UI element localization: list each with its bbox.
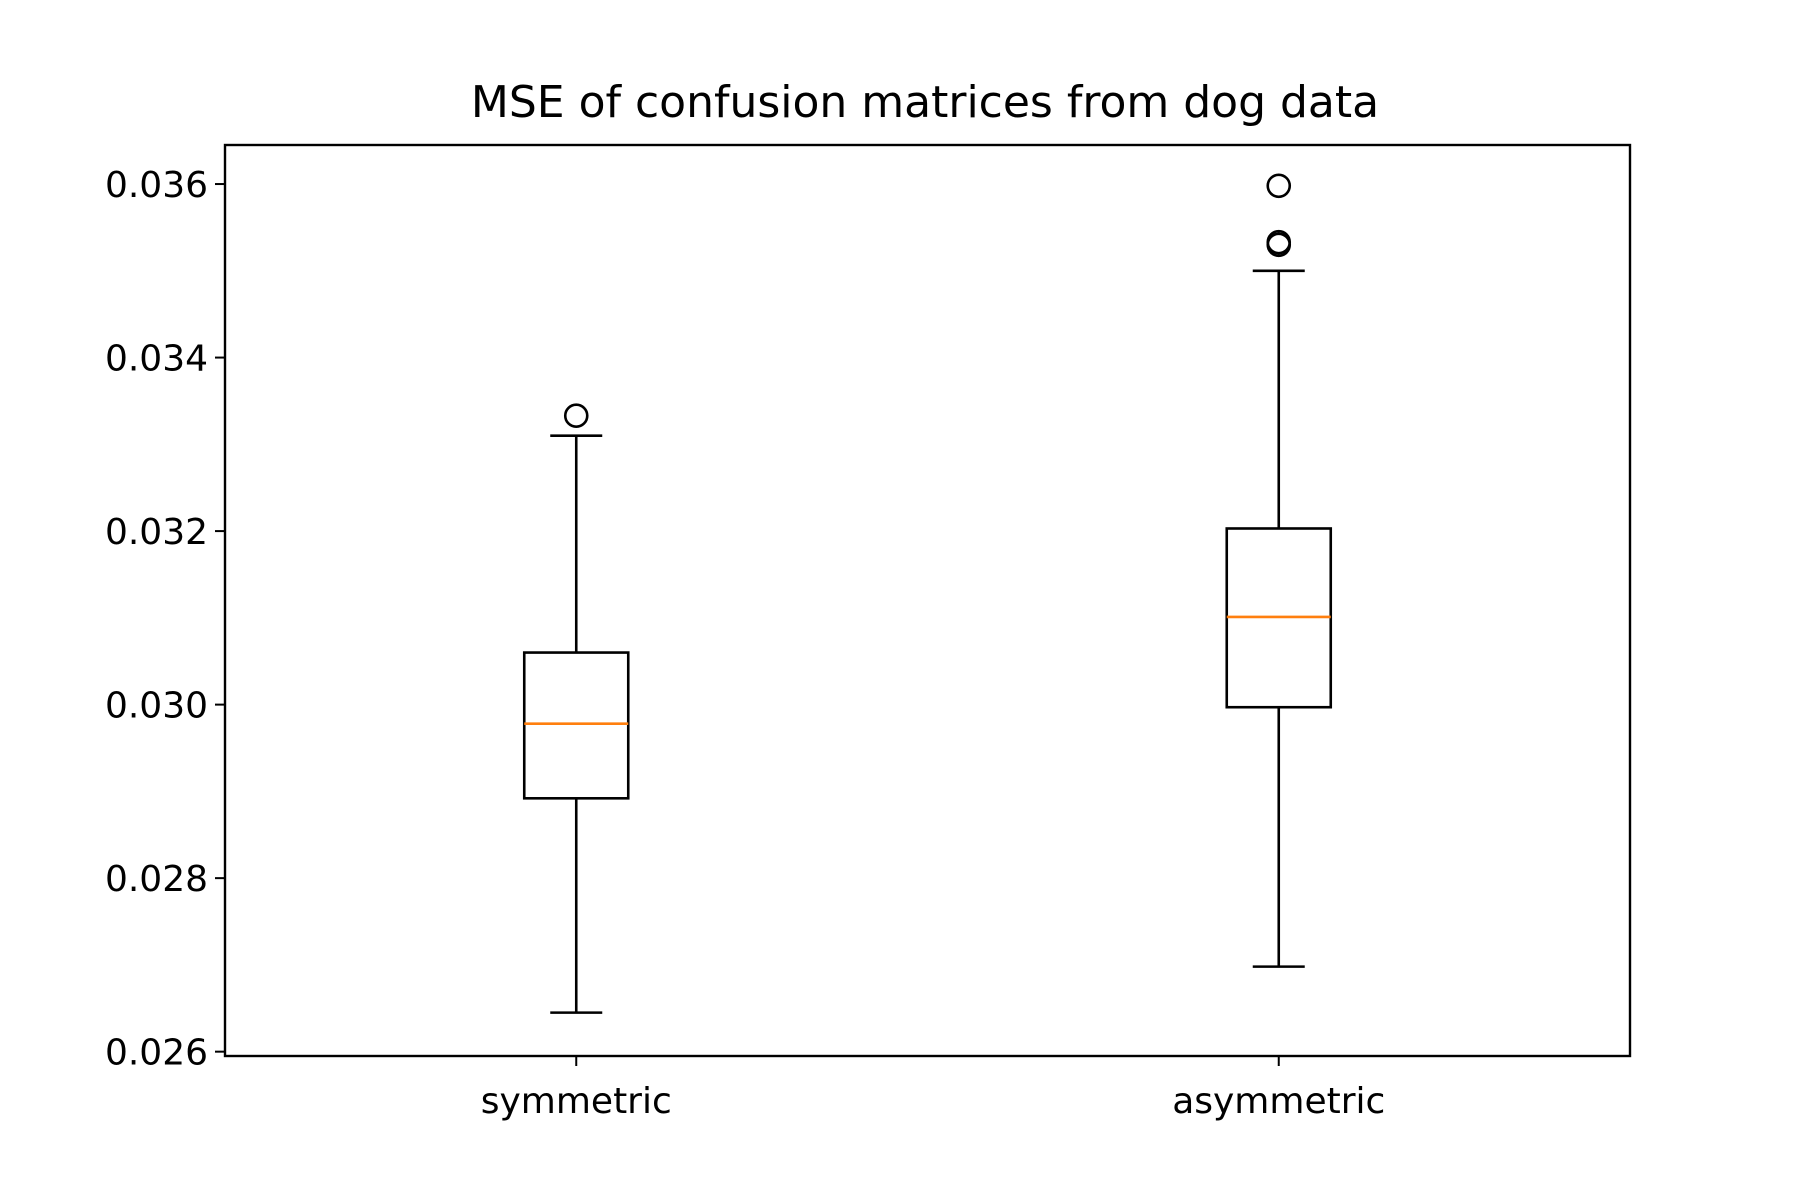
y-tick-label: 0.032 <box>105 512 208 553</box>
x-tick-label: symmetric <box>481 1081 672 1122</box>
box-group-symmetric <box>522 403 630 1014</box>
chart-title: MSE of confusion matrices from dog data <box>471 77 1379 128</box>
box-group-asymmetric <box>1225 173 1333 968</box>
y-tick-label: 0.026 <box>105 1033 208 1074</box>
y-tick-label: 0.036 <box>105 165 208 206</box>
outlier-point <box>1266 173 1292 199</box>
x-tick-label: asymmetric <box>1172 1081 1385 1122</box>
outlier-point <box>563 403 589 428</box>
y-tick-label: 0.028 <box>105 859 208 900</box>
y-tick-label: 0.030 <box>105 686 208 727</box>
iqr-box <box>522 651 630 800</box>
axes-frame <box>223 143 1632 1058</box>
plot-area: 0.026 0.028 0.030 0.032 0.034 0.036 symmetric a… <box>105 165 1385 1122</box>
y-tick-label: 0.034 <box>105 339 208 380</box>
outlier-point <box>1266 229 1292 255</box>
